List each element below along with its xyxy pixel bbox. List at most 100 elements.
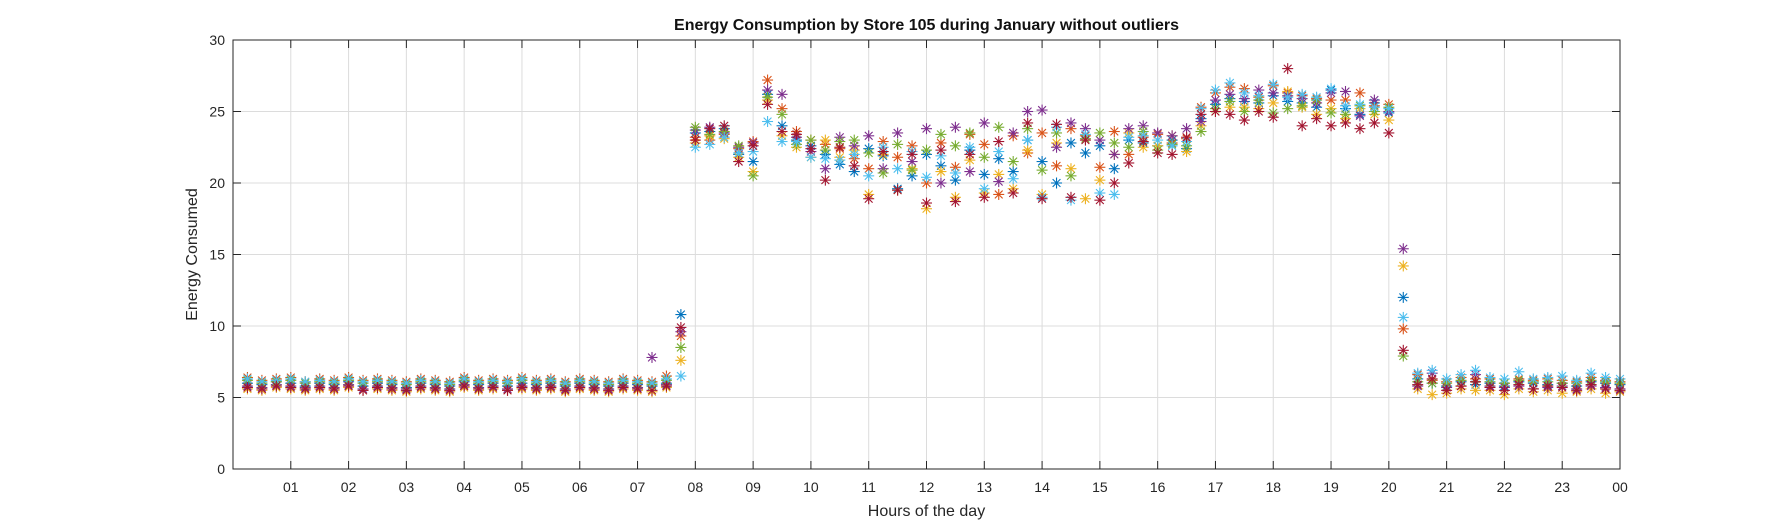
x-tick-label: 18 bbox=[1265, 479, 1281, 495]
data-point bbox=[1079, 147, 1091, 159]
data-point bbox=[429, 383, 441, 395]
data-point bbox=[689, 134, 701, 146]
data-point bbox=[1007, 127, 1019, 139]
data-point bbox=[1513, 379, 1525, 391]
data-point bbox=[285, 373, 297, 385]
x-tick-label: 12 bbox=[919, 479, 935, 495]
data-point bbox=[1238, 87, 1250, 99]
data-point bbox=[1397, 311, 1409, 323]
data-point bbox=[1368, 101, 1380, 113]
data-point bbox=[935, 144, 947, 156]
data-point bbox=[1036, 164, 1048, 176]
data-point bbox=[762, 98, 774, 110]
data-point bbox=[1397, 323, 1409, 335]
y-tick-label: 30 bbox=[209, 32, 225, 48]
data-point bbox=[1267, 97, 1279, 109]
data-point bbox=[1094, 174, 1106, 186]
series-2 bbox=[241, 74, 1626, 389]
data-point bbox=[863, 170, 875, 182]
data-point bbox=[949, 167, 961, 179]
data-point bbox=[747, 156, 759, 168]
data-point bbox=[1022, 134, 1034, 146]
data-point bbox=[762, 74, 774, 86]
y-tick-label: 20 bbox=[209, 175, 225, 191]
data-point bbox=[1600, 371, 1612, 383]
data-point bbox=[675, 321, 687, 333]
data-point bbox=[1065, 117, 1077, 129]
data-point bbox=[675, 354, 687, 366]
data-point bbox=[1051, 141, 1063, 153]
data-point bbox=[906, 164, 918, 176]
data-point bbox=[1094, 161, 1106, 173]
data-point bbox=[1339, 85, 1351, 97]
data-point bbox=[834, 154, 846, 166]
data-point bbox=[1123, 157, 1135, 169]
data-point bbox=[892, 163, 904, 175]
data-point bbox=[935, 166, 947, 178]
data-point bbox=[299, 376, 311, 388]
data-point bbox=[1065, 170, 1077, 182]
data-point bbox=[863, 193, 875, 205]
data-point bbox=[1094, 127, 1106, 139]
data-point bbox=[819, 174, 831, 186]
data-point bbox=[1556, 381, 1568, 393]
y-tick-label: 10 bbox=[209, 318, 225, 334]
data-point bbox=[949, 196, 961, 208]
data-point bbox=[978, 151, 990, 163]
data-point bbox=[718, 131, 730, 143]
x-tick-label: 13 bbox=[977, 479, 993, 495]
data-point bbox=[357, 384, 369, 396]
data-point bbox=[1600, 383, 1612, 395]
data-point bbox=[1267, 78, 1279, 90]
data-point bbox=[819, 163, 831, 175]
axis-ticks: 01 02 03 04 05 06 07 08 09 10 11 12 13 14 15 16 17 18 19 20… bbox=[209, 32, 1628, 495]
data-point bbox=[1224, 95, 1236, 107]
data-point bbox=[1166, 140, 1178, 152]
data-point bbox=[1238, 114, 1250, 126]
data-point bbox=[1441, 373, 1453, 385]
data-point bbox=[675, 370, 687, 382]
data-point bbox=[574, 381, 586, 393]
data-point bbox=[1412, 367, 1424, 379]
data-point bbox=[718, 120, 730, 132]
data-point bbox=[949, 140, 961, 152]
data-point bbox=[921, 171, 932, 183]
data-point bbox=[1527, 383, 1539, 395]
series-1 bbox=[241, 84, 1626, 393]
data-point bbox=[993, 176, 1005, 188]
data-point bbox=[1368, 94, 1380, 106]
data-point bbox=[1022, 106, 1034, 117]
data-point bbox=[1282, 91, 1294, 103]
data-point bbox=[1108, 177, 1120, 189]
data-point bbox=[314, 381, 326, 393]
data-point bbox=[1585, 379, 1597, 391]
data-point bbox=[1383, 103, 1395, 115]
data-point bbox=[371, 381, 383, 393]
data-point bbox=[660, 373, 672, 385]
x-tick-label: 09 bbox=[745, 479, 761, 495]
data-point bbox=[964, 148, 976, 160]
data-point bbox=[1571, 374, 1583, 386]
data-point bbox=[935, 177, 947, 189]
x-tick-label: 19 bbox=[1323, 479, 1339, 495]
data-point bbox=[906, 148, 918, 160]
data-point bbox=[299, 383, 311, 395]
data-point bbox=[1397, 344, 1409, 356]
data-point bbox=[646, 351, 658, 363]
data-point bbox=[1484, 381, 1496, 393]
data-point bbox=[617, 374, 629, 386]
data-point bbox=[1470, 376, 1482, 388]
data-point bbox=[1354, 123, 1366, 135]
data-point bbox=[1253, 106, 1265, 117]
data-point bbox=[458, 380, 470, 392]
data-point bbox=[1426, 389, 1438, 401]
data-point bbox=[256, 383, 268, 395]
x-tick-label: 21 bbox=[1439, 479, 1455, 495]
data-point bbox=[1426, 373, 1438, 385]
data-point bbox=[1542, 371, 1554, 383]
data-point bbox=[848, 134, 860, 146]
data-point bbox=[1455, 380, 1467, 392]
data-point bbox=[1007, 173, 1019, 185]
data-point bbox=[1108, 148, 1120, 160]
data-point bbox=[1152, 147, 1164, 159]
